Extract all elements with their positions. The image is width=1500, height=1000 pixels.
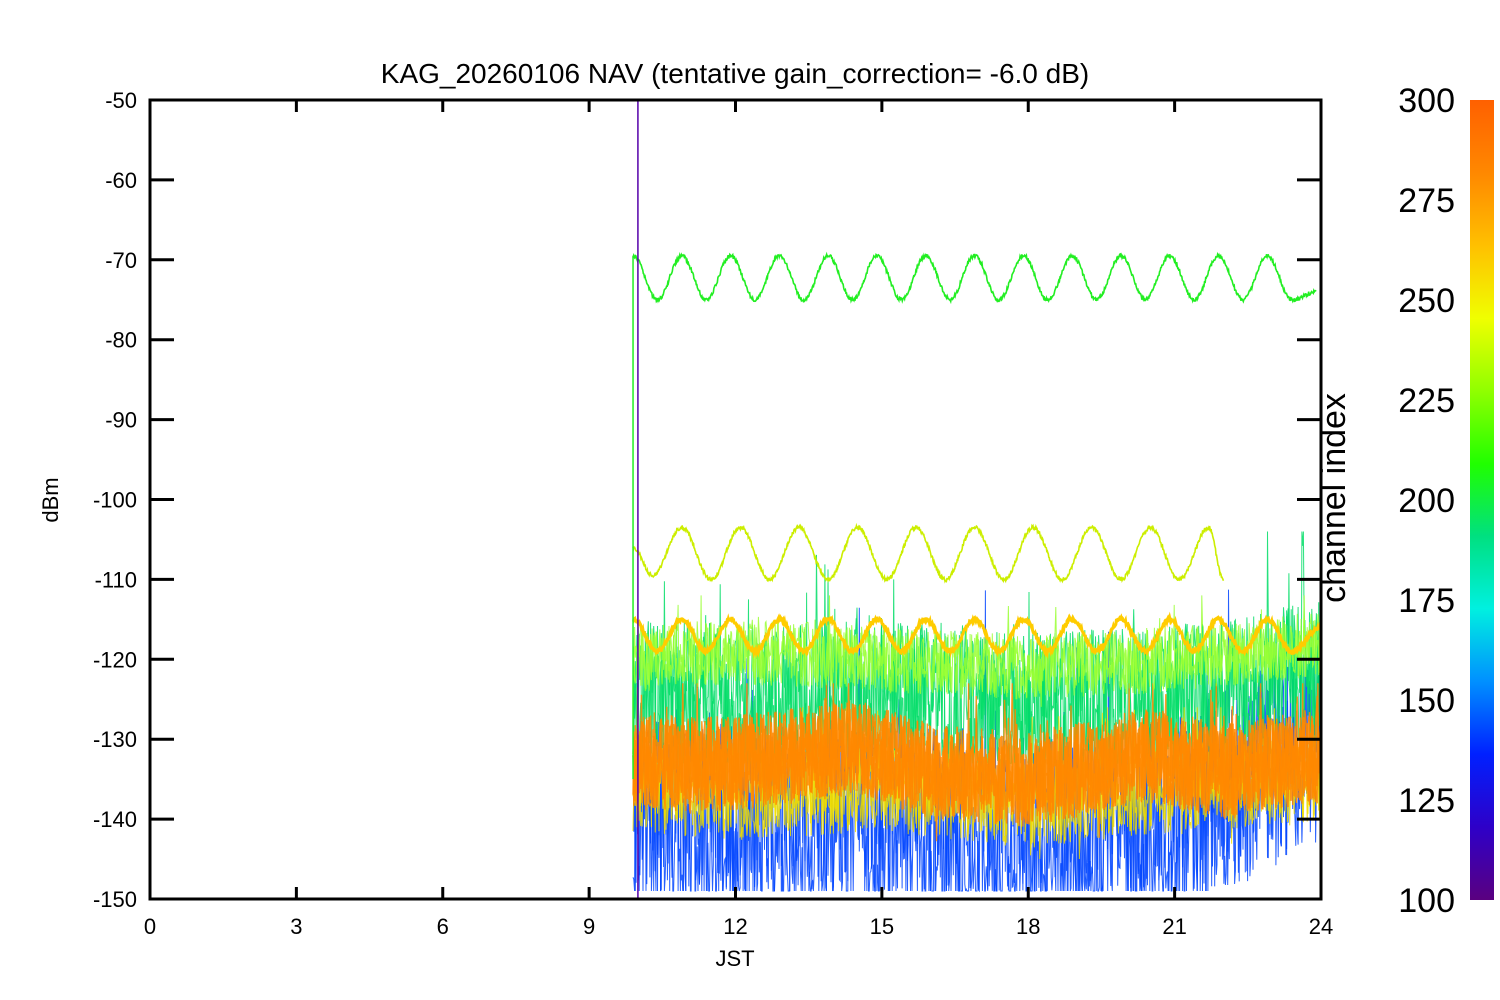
x-tick-label: 3 xyxy=(290,914,302,939)
y-tick-label: -50 xyxy=(105,88,137,113)
colorbar-tick-label: 200 xyxy=(1398,482,1455,520)
colorbar-tick-label: 100 xyxy=(1398,882,1455,920)
colorbar xyxy=(1470,100,1494,900)
colorbar-tick-label: 300 xyxy=(1398,82,1455,120)
series-line-0 xyxy=(632,251,1317,305)
chart-title: KAG_20260106 NAV (tentative gain_correct… xyxy=(381,58,1089,89)
series-line-1 xyxy=(632,522,1225,584)
colorbar-label: channel index xyxy=(1315,393,1353,603)
y-axis-label: dBm xyxy=(38,477,63,522)
x-tick-label: 15 xyxy=(870,914,894,939)
x-tick-label: 24 xyxy=(1309,914,1333,939)
y-tick-label: -130 xyxy=(93,727,137,752)
y-tick-label: -120 xyxy=(93,647,137,672)
x-tick-label: 21 xyxy=(1162,914,1186,939)
colorbar-tick-label: 125 xyxy=(1398,782,1455,820)
x-tick-label: 6 xyxy=(437,914,449,939)
x-axis-label: JST xyxy=(715,946,754,971)
series-line-2 xyxy=(631,611,1321,659)
y-tick-label: -90 xyxy=(105,408,137,433)
colorbar-ticks: 300 275 250 225 200 175 150 125 100 xyxy=(1398,82,1455,920)
y-tick-label: -150 xyxy=(93,887,137,912)
y-tick-label: -70 xyxy=(105,248,137,273)
y-tick-label: -140 xyxy=(93,807,137,832)
colorbar-tick-label: 250 xyxy=(1398,282,1455,320)
y-tick-label: -100 xyxy=(93,488,137,513)
plot-area xyxy=(631,100,1321,899)
y-axis: -50 -60 -70 -80 -90 -100 -110 -120 -130 -140 -150 xyxy=(93,88,1321,912)
colorbar-tick-label: 275 xyxy=(1398,182,1455,220)
x-tick-label: 18 xyxy=(1016,914,1040,939)
colorbar-tick-label: 150 xyxy=(1398,682,1455,720)
y-tick-label: -80 xyxy=(105,328,137,353)
colorbar-tick-label: 175 xyxy=(1398,582,1455,620)
x-tick-label: 12 xyxy=(723,914,747,939)
x-tick-label: 0 xyxy=(144,914,156,939)
y-tick-label: -60 xyxy=(105,168,137,193)
x-tick-label: 9 xyxy=(583,914,595,939)
x-axis: 0 3 6 9 12 15 18 21 24 xyxy=(144,100,1333,939)
colorbar-tick-label: 225 xyxy=(1398,382,1455,420)
series-band-5 xyxy=(632,683,1321,842)
y-tick-label: -110 xyxy=(95,567,137,592)
